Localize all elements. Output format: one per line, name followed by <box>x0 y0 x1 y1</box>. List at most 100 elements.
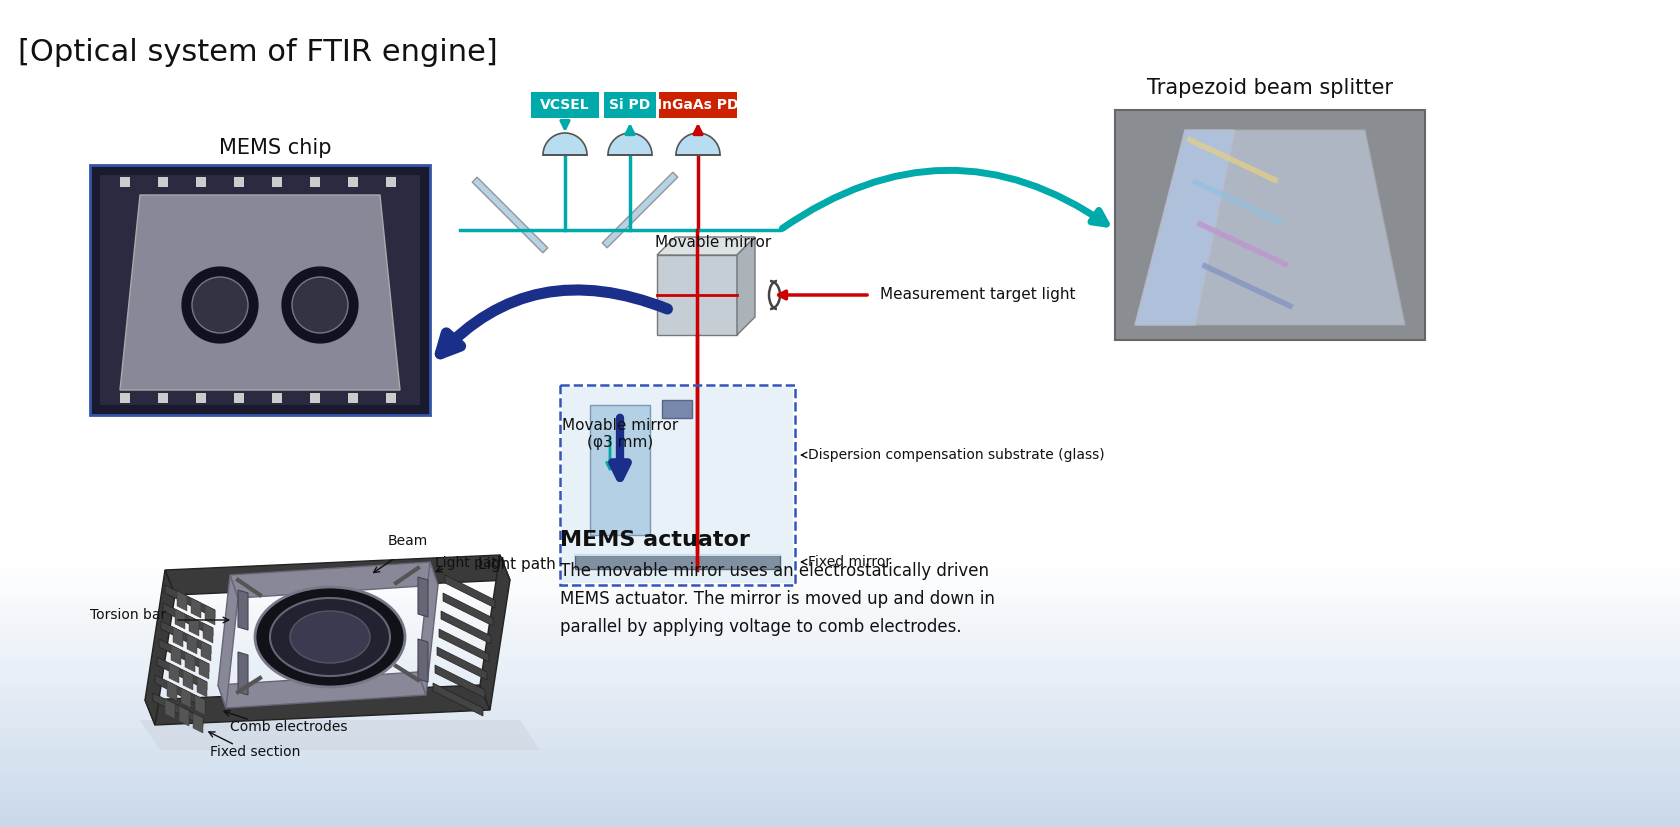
Text: Movable mirror
(φ3 mm): Movable mirror (φ3 mm) <box>561 418 679 451</box>
Polygon shape <box>218 575 239 708</box>
Ellipse shape <box>291 611 370 663</box>
Bar <box>590 405 650 535</box>
Polygon shape <box>170 663 180 683</box>
Polygon shape <box>160 639 208 672</box>
Polygon shape <box>193 713 203 733</box>
Polygon shape <box>675 133 721 155</box>
Circle shape <box>180 265 260 345</box>
Bar <box>0 782 1680 792</box>
Polygon shape <box>190 616 198 636</box>
Bar <box>563 387 793 583</box>
Polygon shape <box>472 177 548 253</box>
Bar <box>0 622 1680 632</box>
Polygon shape <box>657 237 754 255</box>
Bar <box>101 175 420 405</box>
Text: Si PD: Si PD <box>610 98 650 112</box>
Ellipse shape <box>270 598 390 676</box>
Polygon shape <box>183 670 193 690</box>
Polygon shape <box>418 639 428 682</box>
Bar <box>0 711 1680 721</box>
Bar <box>0 658 1680 667</box>
Bar <box>119 177 129 187</box>
Polygon shape <box>197 677 207 697</box>
Bar <box>0 809 1680 819</box>
Text: Measurement target light: Measurement target light <box>880 288 1075 303</box>
Bar <box>197 177 207 187</box>
Polygon shape <box>438 629 489 662</box>
Bar <box>0 747 1680 757</box>
Bar <box>386 393 396 403</box>
Ellipse shape <box>255 587 405 687</box>
Text: MEMS chip: MEMS chip <box>218 138 331 158</box>
Bar <box>0 720 1680 730</box>
Polygon shape <box>166 681 176 701</box>
Bar <box>197 393 207 403</box>
Polygon shape <box>230 562 438 598</box>
Polygon shape <box>435 665 486 698</box>
Bar <box>272 393 282 403</box>
Polygon shape <box>440 611 491 644</box>
Polygon shape <box>433 683 484 716</box>
Bar <box>0 818 1680 827</box>
Polygon shape <box>239 652 249 695</box>
Polygon shape <box>202 641 212 661</box>
Polygon shape <box>218 672 427 708</box>
Bar <box>0 773 1680 783</box>
FancyBboxPatch shape <box>531 92 600 118</box>
Bar <box>0 578 1680 588</box>
Bar <box>348 177 358 187</box>
Bar <box>311 177 319 187</box>
Bar <box>234 177 244 187</box>
Text: [Optical system of FTIR engine]: [Optical system of FTIR engine] <box>18 38 497 67</box>
Polygon shape <box>173 627 183 647</box>
Polygon shape <box>185 652 195 672</box>
Bar <box>0 667 1680 676</box>
Bar <box>0 649 1680 659</box>
Polygon shape <box>165 585 215 618</box>
Polygon shape <box>180 706 190 726</box>
Polygon shape <box>738 237 754 335</box>
Polygon shape <box>186 634 197 654</box>
Bar <box>0 560 1680 570</box>
Polygon shape <box>163 603 213 636</box>
Text: InGaAs PD: InGaAs PD <box>657 98 739 112</box>
Polygon shape <box>165 699 175 719</box>
Bar <box>0 756 1680 766</box>
Polygon shape <box>175 609 185 629</box>
Bar <box>0 702 1680 712</box>
Bar <box>0 569 1680 579</box>
Polygon shape <box>205 605 215 625</box>
Bar <box>0 605 1680 614</box>
Bar <box>91 165 430 415</box>
Polygon shape <box>195 695 205 715</box>
Bar <box>0 586 1680 596</box>
Text: Light path: Light path <box>435 556 506 570</box>
Polygon shape <box>198 659 208 679</box>
Text: MEMS actuator: MEMS actuator <box>559 530 749 550</box>
Polygon shape <box>139 720 539 750</box>
Polygon shape <box>155 675 205 708</box>
Text: Torsion bar: Torsion bar <box>91 608 166 622</box>
Text: The movable mirror uses an electrostatically driven
MEMS actuator. The mirror is: The movable mirror uses an electrostatic… <box>559 562 995 636</box>
Polygon shape <box>480 555 511 710</box>
Text: Comb electrodes: Comb electrodes <box>230 720 348 734</box>
Circle shape <box>192 277 249 333</box>
Polygon shape <box>543 133 586 155</box>
Text: VCSEL: VCSEL <box>541 98 590 112</box>
Polygon shape <box>119 195 400 390</box>
Text: Movable mirror: Movable mirror <box>655 235 771 250</box>
Text: Fixed section: Fixed section <box>210 745 301 759</box>
Bar <box>0 595 1680 605</box>
Bar <box>0 801 1680 810</box>
Polygon shape <box>445 575 496 608</box>
Bar <box>0 729 1680 739</box>
Text: Dispersion compensation substrate (glass): Dispersion compensation substrate (glass… <box>808 448 1105 462</box>
Polygon shape <box>176 591 186 611</box>
Polygon shape <box>1136 130 1235 325</box>
Polygon shape <box>156 657 207 690</box>
Bar <box>386 177 396 187</box>
Bar <box>0 694 1680 704</box>
Bar <box>0 738 1680 748</box>
Bar <box>0 614 1680 624</box>
Bar <box>575 555 780 569</box>
